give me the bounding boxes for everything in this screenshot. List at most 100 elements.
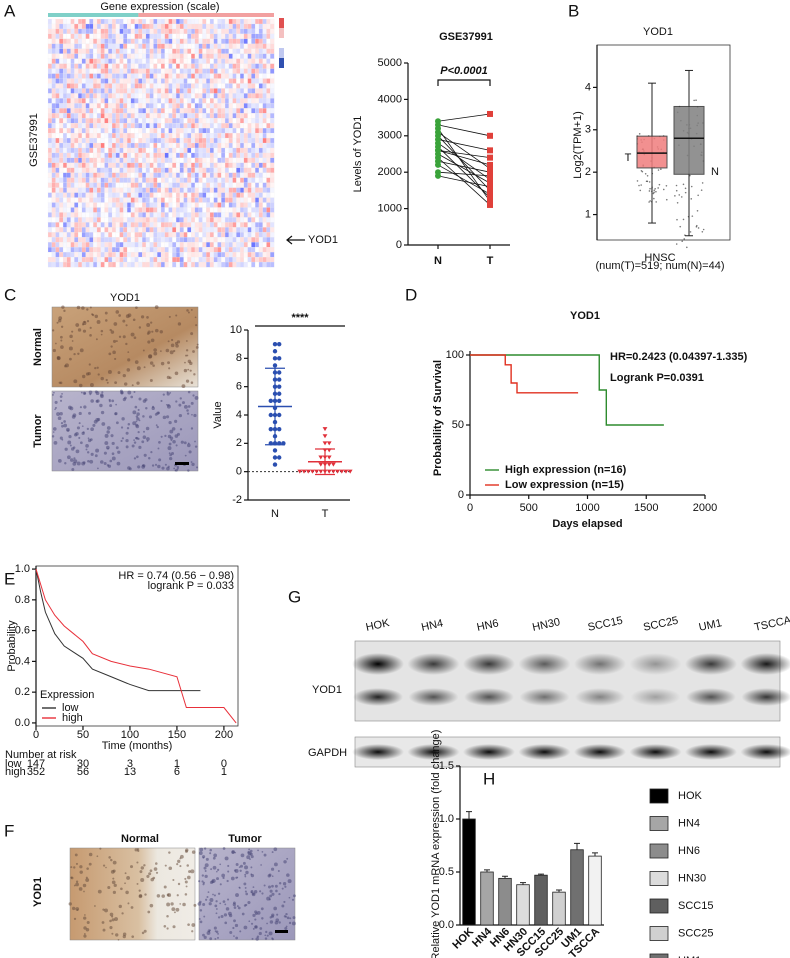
nucleus [101,411,104,414]
nucleus [176,444,178,446]
heatmap-cell [244,252,248,257]
heatmap-cell [123,29,127,34]
heatmap-cell [67,24,71,29]
nucleus [130,396,133,399]
nucleus [239,866,241,868]
heatmap-cell [63,39,67,44]
point [487,155,493,161]
heatmap-cell [229,88,233,93]
heatmap-cell [116,49,120,54]
heatmap-cell [255,153,259,158]
heatmap-cell [169,83,173,88]
jitter-point [692,215,694,217]
protein-label: YOD1 [312,684,342,696]
nucleus [144,454,147,457]
heatmap-cell [131,118,135,123]
nucleus [88,412,91,415]
heatmap-cell [123,54,127,59]
heatmap-cell [112,242,116,247]
nucleus [264,884,266,886]
nucleus [202,934,205,937]
heatmap-cell [82,193,86,198]
heatmap-cell [52,108,56,113]
heatmap-cell [184,222,188,227]
nucleus [166,467,170,471]
risk-value: 352 [27,766,45,778]
pair-line [438,125,490,136]
heatmap-cell [229,247,233,252]
heatmap-cell [116,79,120,84]
heatmap-cell [270,198,274,203]
heatmap-cell [105,203,109,208]
y-tick-label: -2 [232,494,242,506]
heatmap-cell [244,59,248,64]
heatmap-cell [127,217,131,222]
heatmap-cell [255,198,259,203]
heatmap-cell [112,178,116,183]
heatmap-cell [74,44,78,49]
heatmap-cell [169,262,173,267]
heatmap-cell [78,79,82,84]
chart-title: GSE37991 [439,31,493,43]
heatmap-cell [131,262,135,267]
heatmap-cell [105,44,109,49]
heatmap-cell [240,222,244,227]
heatmap-cell [176,212,180,217]
heatmap-cell [93,113,97,118]
heatmap-cell [263,108,267,113]
heatmap-cell [116,183,120,188]
x-tick-label: 1000 [575,502,599,514]
heatmap-cell [191,83,195,88]
heatmap-cell [108,198,112,203]
heatmap-cell [236,237,240,242]
heatmap-cell [116,247,120,252]
nucleus [227,871,229,873]
heatmap-cell [206,212,210,217]
nucleus [285,913,287,915]
heatmap-cell [191,198,195,203]
heatmap-cell [229,148,233,153]
heatmap-cell [161,108,165,113]
heatmap-cell [263,178,267,183]
heatmap-cell [108,79,112,84]
heatmap-cell [112,168,116,173]
heatmap-cell [172,103,176,108]
heatmap-cell [142,113,146,118]
heatmap-cell [82,44,86,49]
nucleus [147,911,150,914]
heatmap-cell [214,123,218,128]
heatmap-cell [150,39,154,44]
heatmap-cell [74,222,78,227]
heatmap-cell [146,64,150,69]
nucleus [144,930,147,933]
heatmap-cell [187,118,191,123]
heatmap-cell [63,262,67,267]
heatmap-cell [255,173,259,178]
heatmap-cell [153,183,157,188]
heatmap-cell [248,88,252,93]
heatmap-cell [116,207,120,212]
heatmap-cell [67,163,71,168]
heatmap-cell [180,103,184,108]
heatmap-cell [233,217,237,222]
heatmap-cell [240,193,244,198]
heatmap-cell [263,222,267,227]
heatmap-cell [218,69,222,74]
heatmap-cell [236,178,240,183]
nucleus [128,313,132,317]
heatmap-cell [240,83,244,88]
heatmap-cell [214,247,218,252]
heatmap-cell [214,222,218,227]
heatmap-cell [266,148,270,153]
heatmap-cell [263,262,267,267]
heatmap-cell [135,242,139,247]
heatmap-cell [206,247,210,252]
heatmap-cell [120,44,124,49]
heatmap-cell [221,188,225,193]
heatmap-cell [52,198,56,203]
heatmap-cell [89,212,93,217]
nucleus [125,872,127,874]
heatmap-cell [108,133,112,138]
heatmap-cell [74,59,78,64]
heatmap-cell [221,39,225,44]
